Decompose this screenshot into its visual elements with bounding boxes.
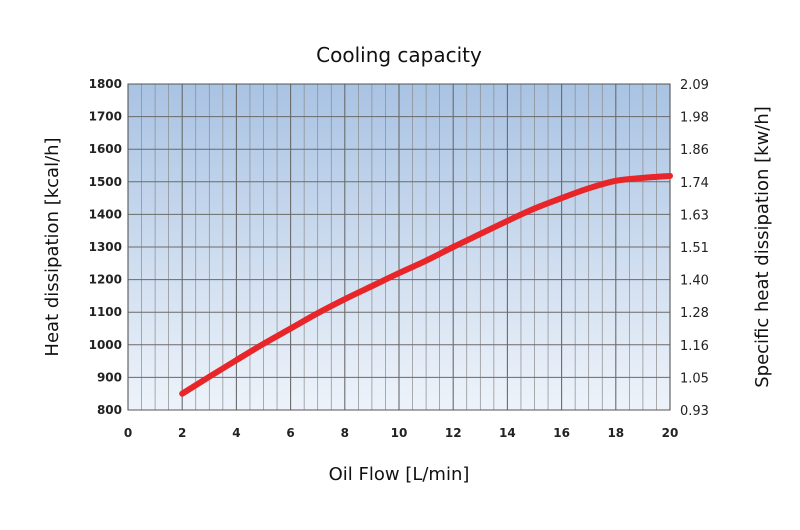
tick-labels: 0 2 4 6 8 10 12 14 16 18 20 800 900 1000 1100 1200 1300 1… — [89, 77, 709, 440]
chart-title: Cooling capacity — [316, 43, 482, 67]
x-axis-title: Oil Flow [L/min] — [329, 464, 470, 485]
y-right-tick-label: 1.16 — [680, 339, 709, 354]
y-tick-label: 800 — [97, 403, 122, 417]
x-tick-label: 6 — [286, 426, 294, 440]
y-tick-label: 1600 — [89, 142, 122, 156]
x-tick-label: 2 — [178, 426, 186, 440]
y-tick-label: 1300 — [89, 240, 122, 254]
x-tick-label: 18 — [607, 426, 624, 440]
y-axis-title: Heat dissipation [kcal/h] — [42, 137, 63, 356]
y-right-tick-label: 1.74 — [680, 176, 709, 191]
y-tick-label: 900 — [97, 370, 122, 384]
y-right-tick-label: 1.05 — [680, 371, 709, 386]
x-tick-label: 10 — [391, 426, 408, 440]
series-line — [179, 172, 673, 397]
y-right-tick-label: 1.28 — [680, 306, 709, 321]
y-tick-label: 1000 — [89, 338, 122, 352]
y-right-tick-label: 1.51 — [680, 241, 709, 256]
x-tick-label: 8 — [341, 426, 349, 440]
y-right-tick-label: 1.40 — [680, 274, 709, 289]
y-tick-label: 1200 — [89, 273, 122, 287]
x-tick-label: 0 — [124, 426, 132, 440]
y-tick-label: 1100 — [89, 305, 122, 319]
series-layer — [179, 172, 673, 397]
y-tick-label: 1700 — [89, 110, 122, 124]
x-tick-label: 4 — [232, 426, 240, 440]
x-tick-label: 14 — [499, 426, 516, 440]
x-tick-label: 20 — [662, 426, 679, 440]
y-tick-label: 1400 — [89, 207, 122, 221]
x-tick-label: 12 — [445, 426, 462, 440]
y-tick-label: 1500 — [89, 175, 122, 189]
x-tick-label: 16 — [553, 426, 570, 440]
y-right-tick-label: 1.98 — [680, 111, 709, 126]
y-right-tick-label: 0.93 — [680, 404, 709, 419]
plot-frame — [127, 83, 671, 411]
y-right-tick-label: 1.86 — [680, 143, 709, 158]
y-right-tick-label: 2.09 — [680, 78, 709, 93]
y-axis-right-title: Specific heat dissipation [kw/h] — [752, 106, 773, 388]
grid — [127, 83, 671, 411]
y-right-tick-label: 1.63 — [680, 208, 709, 223]
y-tick-label: 1800 — [89, 77, 122, 91]
